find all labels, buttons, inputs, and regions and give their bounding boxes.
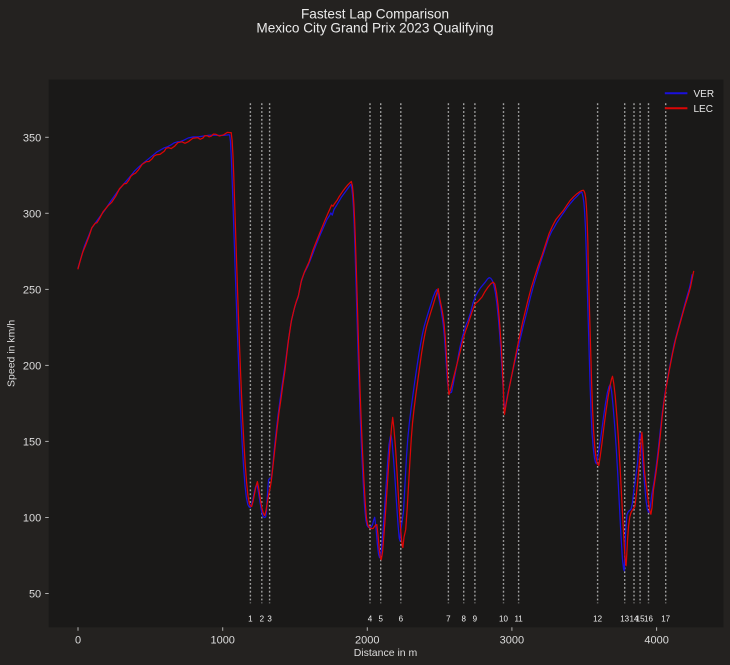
svg-text:9: 9 [473, 615, 478, 624]
svg-text:1: 1 [248, 615, 253, 624]
svg-text:8: 8 [461, 615, 466, 624]
svg-text:350: 350 [23, 132, 41, 144]
svg-text:13: 13 [620, 615, 629, 624]
svg-text:14: 14 [630, 615, 639, 624]
svg-text:10: 10 [499, 615, 508, 624]
svg-text:3000: 3000 [500, 635, 524, 647]
svg-text:250: 250 [23, 284, 41, 296]
svg-text:Speed in km/h: Speed in km/h [6, 320, 18, 387]
svg-text:0: 0 [75, 635, 81, 647]
svg-text:150: 150 [23, 436, 41, 448]
svg-text:17: 17 [661, 615, 670, 624]
svg-text:300: 300 [23, 208, 41, 220]
svg-text:4: 4 [368, 615, 373, 624]
svg-text:16: 16 [644, 615, 653, 624]
svg-text:50: 50 [29, 589, 41, 601]
svg-text:1000: 1000 [210, 635, 234, 647]
svg-text:7: 7 [446, 615, 451, 624]
svg-text:Mexico City Grand Prix 2023 Qu: Mexico City Grand Prix 2023 Qualifying [256, 21, 493, 36]
svg-text:15: 15 [636, 615, 645, 624]
svg-text:Distance in m: Distance in m [354, 647, 418, 659]
svg-text:VER: VER [694, 89, 715, 100]
svg-text:3: 3 [267, 615, 272, 624]
svg-text:100: 100 [23, 513, 41, 525]
svg-text:2: 2 [260, 615, 265, 624]
svg-text:6: 6 [399, 615, 404, 624]
svg-text:200: 200 [23, 360, 41, 372]
svg-text:4000: 4000 [644, 635, 668, 647]
svg-text:LEC: LEC [694, 104, 713, 115]
svg-text:Fastest Lap Comparison: Fastest Lap Comparison [301, 6, 449, 21]
svg-text:2000: 2000 [355, 635, 379, 647]
svg-text:5: 5 [378, 615, 383, 624]
svg-text:11: 11 [514, 615, 523, 624]
svg-text:12: 12 [593, 615, 602, 624]
